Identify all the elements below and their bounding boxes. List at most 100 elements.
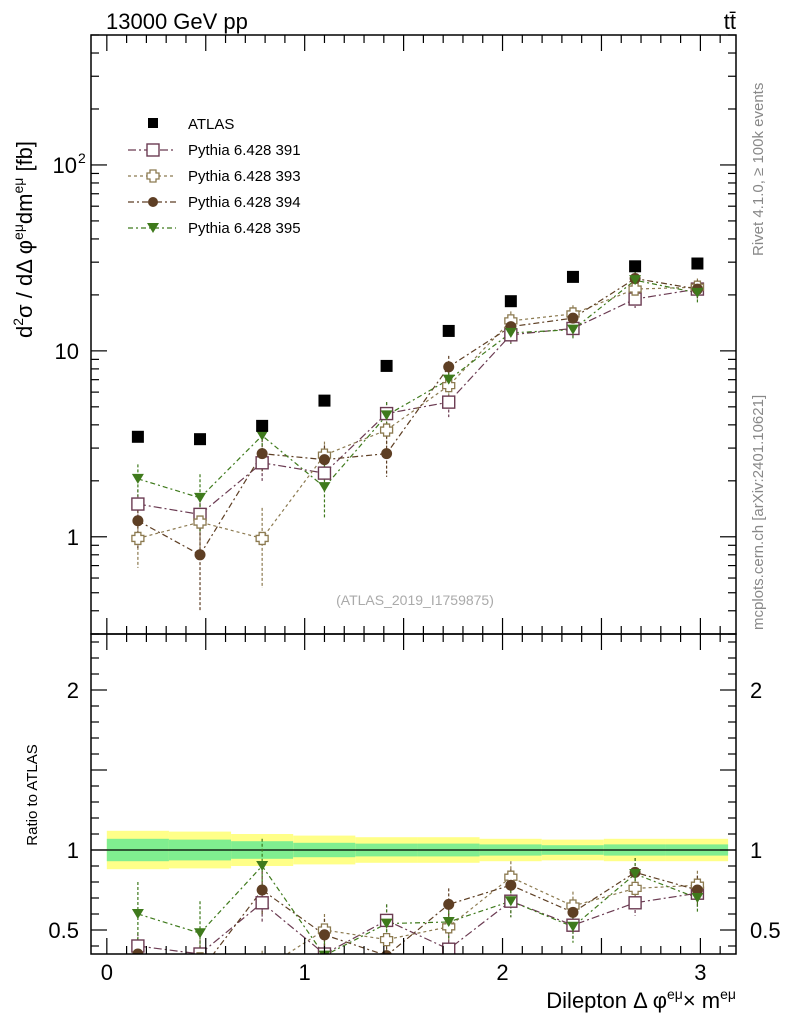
main-y-axis-label: d2σ / dΔ φeμdmeμ [fb] (10, 141, 37, 338)
ratio-point (256, 861, 269, 871)
legend-p393-marker (146, 169, 160, 183)
source-label: mcplots.cern.ch [arXiv:2401.10621] (750, 395, 767, 630)
data-point (566, 324, 579, 335)
data-point (381, 448, 393, 460)
ratio-frame (90, 633, 737, 955)
data-point-atlas (629, 260, 642, 273)
rivet-label: Rivet 4.1.0, ≥ 100k events (750, 83, 767, 256)
ratio-point (691, 884, 703, 896)
legend-p395-label: Pythia 6.428 395 (188, 220, 301, 237)
ratio-point (628, 881, 642, 896)
ratio-line-3 (137, 871, 698, 954)
data-point (380, 410, 393, 421)
legend: ATLAS Pythia 6.428 391 Pythia 6.428 393 … (128, 116, 301, 237)
legend-p391-marker (146, 143, 160, 157)
ratio-point (691, 893, 704, 903)
ratio-y-tick-label-right: 0.5 (750, 918, 781, 943)
main-panel (131, 257, 705, 611)
legend-p395-marker (147, 223, 159, 233)
y-tick-label-100: 10 (53, 153, 77, 178)
ratio-point (443, 898, 455, 910)
data-point (629, 275, 642, 286)
ratio-y-tick-label: 0.5 (48, 918, 79, 943)
data-point (194, 492, 207, 503)
y-tick-label-100-exp: 2 (78, 150, 86, 166)
data-point (628, 282, 642, 296)
ratio-y-tick-label-right: 2 (750, 678, 762, 703)
x-tick-label: 0 (101, 960, 113, 985)
ratio-point (195, 966, 206, 977)
analysis-id: (ATLAS_2019_I1759875) (336, 592, 494, 608)
data-point-atlas (566, 270, 579, 283)
ratio-line-4 (137, 865, 698, 954)
ratio-point (505, 879, 517, 891)
ratio-point (131, 909, 144, 919)
data-point (131, 531, 145, 546)
legend-p391-label: Pythia 6.428 391 (188, 142, 301, 159)
data-point (442, 395, 456, 409)
ratio-point (567, 906, 579, 918)
data-point (193, 515, 207, 529)
data-point (379, 423, 394, 437)
energy-label: 13000 GeV pp (106, 9, 248, 34)
data-point (131, 473, 144, 484)
legend-atlas-marker (148, 118, 158, 128)
data-point (443, 361, 455, 373)
ratio-point (255, 896, 269, 910)
ratio-point (193, 947, 207, 954)
data-point-atlas (318, 394, 331, 407)
data-point-atlas (256, 419, 269, 432)
data-point (442, 374, 455, 385)
ratio-point (256, 964, 268, 976)
ratio-point (504, 896, 517, 907)
legend-p393-label: Pythia 6.428 393 (188, 168, 301, 185)
legend-p394-marker (148, 197, 158, 207)
y-tick-label-1: 1 (67, 525, 79, 550)
ratio-point (381, 950, 392, 954)
legend-p394-label: Pythia 6.428 394 (188, 194, 301, 211)
series-line-4 (137, 279, 698, 499)
data-point-atlas (442, 324, 455, 337)
ratio-point (380, 918, 393, 929)
data-point (194, 549, 206, 561)
series-line-3 (137, 277, 698, 556)
ratio-point (379, 932, 394, 947)
data-point (256, 448, 268, 460)
x-tick-label: 2 (496, 960, 508, 985)
ratio-panel (91, 830, 736, 977)
data-point (318, 482, 331, 493)
process-label: tt̄ (724, 9, 736, 34)
x-tick-label: 3 (694, 960, 706, 985)
x-tick-label: 1 (299, 960, 311, 985)
data-point-atlas (194, 433, 207, 446)
data-point (442, 379, 456, 393)
ratio-point (442, 917, 455, 927)
y-tick-label-10: 10 (55, 339, 79, 364)
x-axis-label: Dilepton Δ φeμ× meμ (546, 986, 736, 1013)
data-point (256, 430, 269, 441)
legend-atlas-label: ATLAS (188, 116, 234, 133)
ratio-y-tick-label: 2 (67, 678, 79, 703)
ratio-point (318, 929, 330, 941)
data-point (131, 497, 145, 511)
data-point-atlas (691, 257, 704, 270)
series-line-2 (137, 286, 698, 540)
ratio-point (566, 921, 579, 932)
data-point-atlas (131, 430, 144, 443)
ratio-line-2 (285, 876, 698, 954)
ratio-point (256, 884, 268, 896)
data-point-atlas (380, 359, 393, 372)
data-point-atlas (504, 295, 517, 308)
ratio-y-tick-label: 1 (67, 838, 79, 863)
data-point (255, 531, 269, 546)
series-line-1 (137, 288, 698, 516)
ratio-y-axis-label: Ratio to ATLAS (24, 744, 41, 845)
ratio-point (194, 928, 207, 939)
ratio-point (132, 948, 144, 954)
data-point (691, 287, 704, 298)
ratio-point (132, 959, 144, 971)
data-point (317, 466, 332, 480)
ratio-point (628, 896, 642, 910)
